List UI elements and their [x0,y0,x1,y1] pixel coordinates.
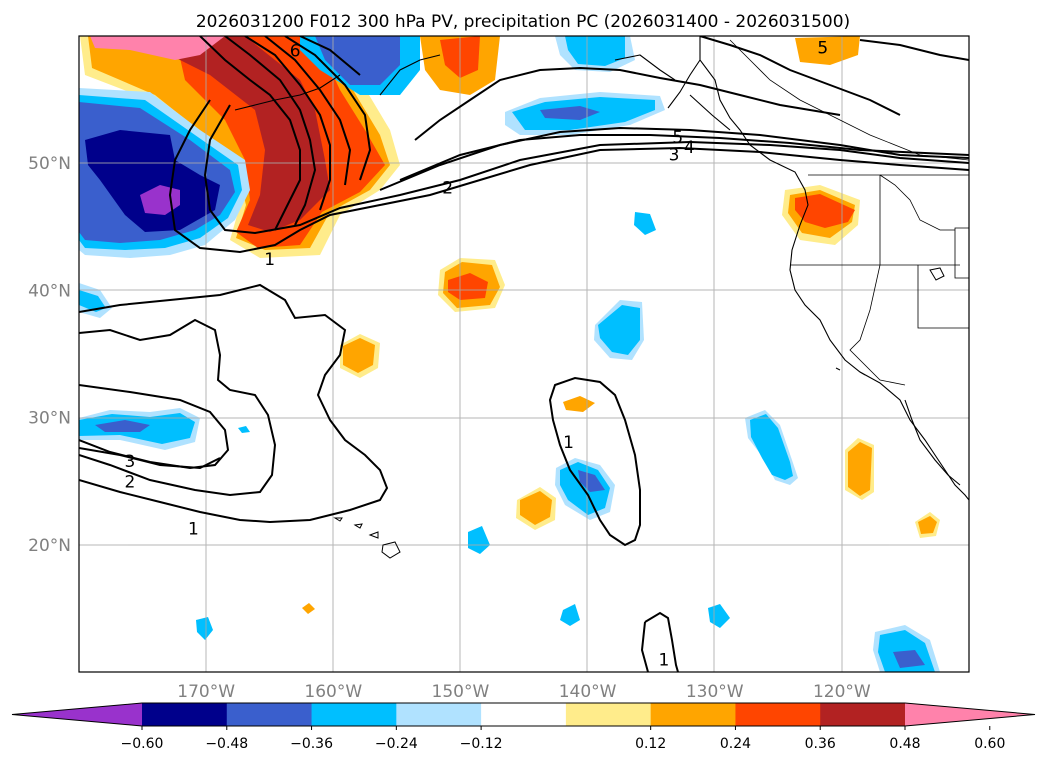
contour-label: 2 [124,472,135,492]
lon-tick-label: 130°W [686,682,744,702]
colorbar-segment [481,703,567,726]
contour-label: 2 [442,179,453,199]
map-frame [78,35,970,673]
lon-tick-label: 160°W [304,682,362,702]
lon-tick-label: 140°W [559,682,617,702]
colorbar-tick-label: 0.60 [974,736,1005,752]
colorbar-tick-label: −0.24 [375,736,418,752]
contour-label: 6 [290,41,301,61]
islands [333,267,945,559]
colorbar-tick-label: −0.12 [460,736,503,752]
pv-contour-upper-lobe [199,36,301,231]
contour-label: 1 [658,651,669,671]
colorbar-segment [820,703,906,726]
colorbar: −0.60 −0.48 −0.36 −0.24 −0.12 0.12 0.24 0.36 0.4… [11,702,1036,752]
latitude-labels: 20°N 30°N 40°N 50°N [28,154,71,556]
colorbar-segment [735,703,821,726]
figure-title: 2026031200 F012 300 hPa PV, precipitatio… [196,12,850,32]
hawaii-islands [381,541,401,559]
coastlines [234,36,969,501]
colorbar-extend-min [12,703,142,726]
contour-label: 4 [684,138,695,158]
pv-contour-1-inner [79,318,277,497]
colorbar-tick-label: 0.48 [889,736,920,752]
colorbar-tick-label: 0.24 [720,736,751,752]
pv-contour-1-east [548,376,641,547]
contour-label: 3 [669,146,680,166]
colorbar-segment [565,703,652,726]
lon-tick-label: 120°W [813,682,871,702]
lon-tick-label: 150°W [432,682,490,702]
colorbar-tick-label: 0.12 [635,736,666,752]
colorbar-segment [396,703,482,726]
gridlines [79,36,969,672]
lat-tick-label: 20°N [28,536,71,556]
colorbar-extend-max [905,703,1035,726]
longitude-labels: 170°W 160°W 150°W 140°W 130°W 120°W [177,682,871,702]
na-west-coast [699,36,969,501]
contour-label: 5 [672,128,683,148]
lat-tick-label: 30°N [28,409,71,429]
contour-label: 5 [817,39,828,59]
colorbar-segment [142,703,228,726]
contour-label: 3 [124,452,135,472]
colorbar-tick-label: 0.36 [805,736,836,752]
colorbar-segment [311,703,397,726]
colorbar-tick-label: −0.36 [290,736,333,752]
contour-label: 1 [188,520,199,540]
pv-contours [79,36,969,672]
political-borders [729,39,969,386]
lat-tick-label: 40°N [28,281,71,301]
pv-contour-1-subtropic [79,283,389,524]
lon-tick-label: 170°W [177,682,235,702]
colorbar-tick-label: −0.60 [121,736,164,752]
contour-label: 1 [264,250,275,270]
colorbar-segment [226,703,313,726]
contour-label: 1 [563,433,574,453]
lat-tick-label: 50°N [28,154,71,174]
colorbar-segment [650,703,736,726]
colorbar-tick-label: −0.48 [205,736,248,752]
